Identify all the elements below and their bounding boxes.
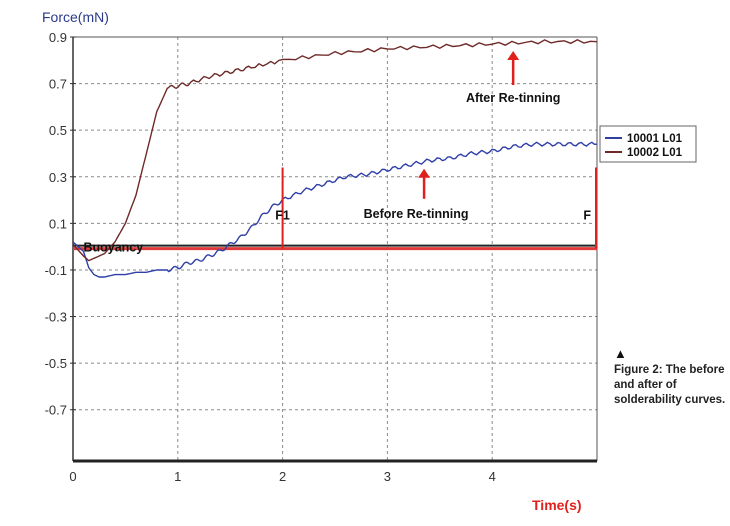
force-markers: F1 F [275,167,597,249]
legend-entry: 10001 L01 [627,133,683,145]
series-line [72,141,598,278]
x-tick-label: 4 [489,469,496,484]
buoyancy-label: Buoyancy [83,241,143,255]
y-tick-label: 0.1 [49,216,67,231]
y-tick-label: 0.7 [49,77,67,92]
x-tick-label: 2 [279,469,286,484]
y-tick-label: -0.1 [45,263,67,278]
x-axis-label: Time(s) [532,497,582,513]
figure-caption: ▲ Figure 2: The before and after of sold… [614,346,726,408]
caption-text: Figure 2: The before and after of solder… [614,364,726,406]
y-tick-label: 0.5 [49,123,67,138]
legend: 10001 L01 10002 L01 [599,125,697,163]
x-tick-label: 1 [174,469,181,484]
before-retinning-label: Before Re-tinning [364,207,469,221]
x-tick-label: 0 [69,469,76,484]
y-axis-label: Force(mN) [42,9,109,25]
series-line [72,39,598,262]
before-arrow-head [418,168,431,178]
marker-label: F1 [275,208,290,222]
annotations: After Re-tinning Before Re-tinning Buoyanc… [83,51,560,255]
triangle-icon: ▲ [614,346,627,361]
marker-label: F [583,208,591,222]
y-tick-label: -0.7 [45,403,67,418]
after-arrow-head [507,51,520,60]
x-tick-label: 3 [384,469,391,484]
tick-labels: 0.9 0.7 0.5 0.3 0.1 -0.1 -0.3 -0.5 -0.7 0 1 2 3 4 [45,30,496,484]
y-tick-label: 0.3 [49,170,67,185]
after-retinning-label: After Re-tinning [466,91,560,105]
legend-box [599,125,697,163]
series-lines [72,39,598,278]
y-tick-label: -0.3 [45,310,67,325]
legend-entry: 10002 L01 [627,147,683,159]
y-tick-label: 0.9 [49,30,67,45]
y-tick-label: -0.5 [45,356,67,371]
buoyancy-baseline [73,244,597,251]
